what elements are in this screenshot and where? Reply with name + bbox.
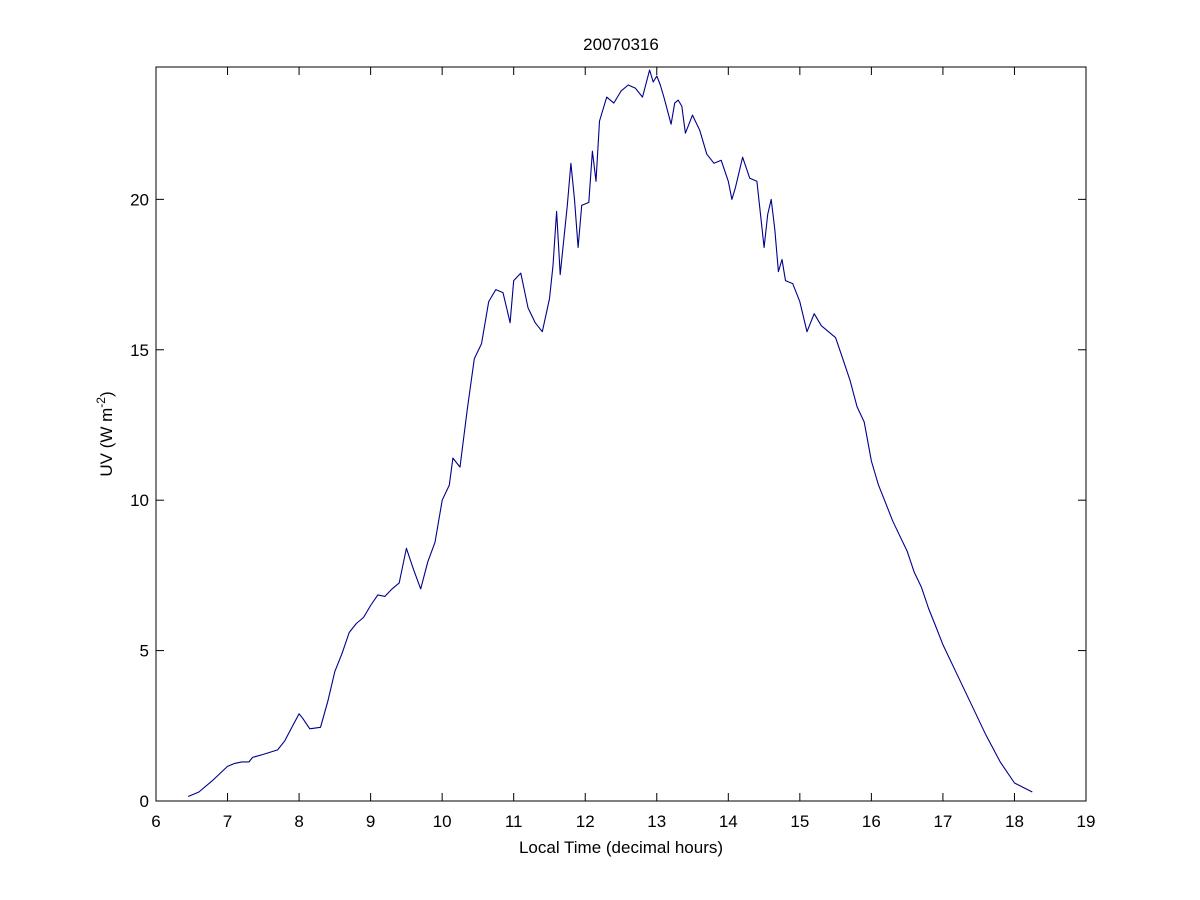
y-tick-label: 0 (140, 792, 149, 811)
chart-title: 20070316 (583, 35, 659, 54)
x-tick-label: 9 (366, 812, 375, 831)
x-tick-label: 19 (1077, 812, 1096, 831)
x-tick-label: 18 (1005, 812, 1024, 831)
x-tick-label: 17 (933, 812, 952, 831)
uv-series-line (187, 69, 1033, 798)
y-axis-label-main: UV (W m (97, 408, 116, 477)
plot-area-frame (155, 66, 1087, 802)
y-axis-label: UV (W m-2) (94, 391, 116, 476)
y-axis-label-superscript: -2 (94, 397, 108, 408)
y-tick-label: 15 (130, 341, 149, 360)
x-tick-label: 7 (223, 812, 232, 831)
x-tick-label: 6 (151, 812, 160, 831)
x-tick-label: 8 (294, 812, 303, 831)
y-tick-label: 10 (130, 491, 149, 510)
x-tick-label: 16 (862, 812, 881, 831)
x-tick-label: 12 (576, 812, 595, 831)
series-layer (187, 69, 1033, 798)
y-tick-label: 20 (130, 190, 149, 209)
y-tick-label: 5 (140, 642, 149, 661)
x-tick-label: 10 (433, 812, 452, 831)
x-tick-label: 14 (719, 812, 738, 831)
axis-ticks: 6 7 8 9 10 11 12 13 14 15 16 17 18 19 0 5 10 15 20 (130, 67, 1095, 831)
y-axis-label-close: ) (97, 391, 116, 397)
x-tick-label: 13 (647, 812, 666, 831)
x-axis-label: Local Time (decimal hours) (519, 838, 723, 857)
x-tick-label: 11 (505, 812, 523, 831)
x-tick-label: 15 (790, 812, 809, 831)
